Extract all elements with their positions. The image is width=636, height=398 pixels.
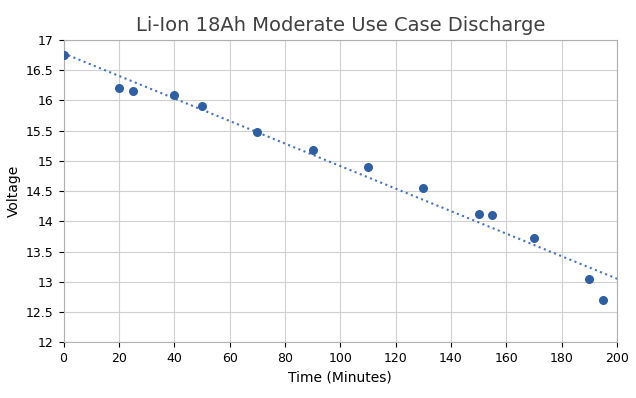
Point	[169, 92, 179, 99]
Point	[598, 297, 608, 303]
Point	[487, 212, 497, 219]
Point	[418, 185, 429, 191]
Point	[363, 164, 373, 170]
Point	[197, 103, 207, 109]
Point	[308, 147, 318, 153]
Point	[529, 234, 539, 241]
Point	[473, 211, 484, 217]
Point	[114, 85, 124, 92]
Title: Li-Ion 18Ah Moderate Use Case Discharge: Li-Ion 18Ah Moderate Use Case Discharge	[135, 16, 545, 35]
Point	[252, 129, 263, 136]
Point	[59, 52, 69, 58]
Point	[584, 275, 595, 282]
Y-axis label: Voltage: Voltage	[6, 165, 20, 217]
Point	[128, 88, 138, 94]
X-axis label: Time (Minutes): Time (Minutes)	[288, 371, 392, 384]
